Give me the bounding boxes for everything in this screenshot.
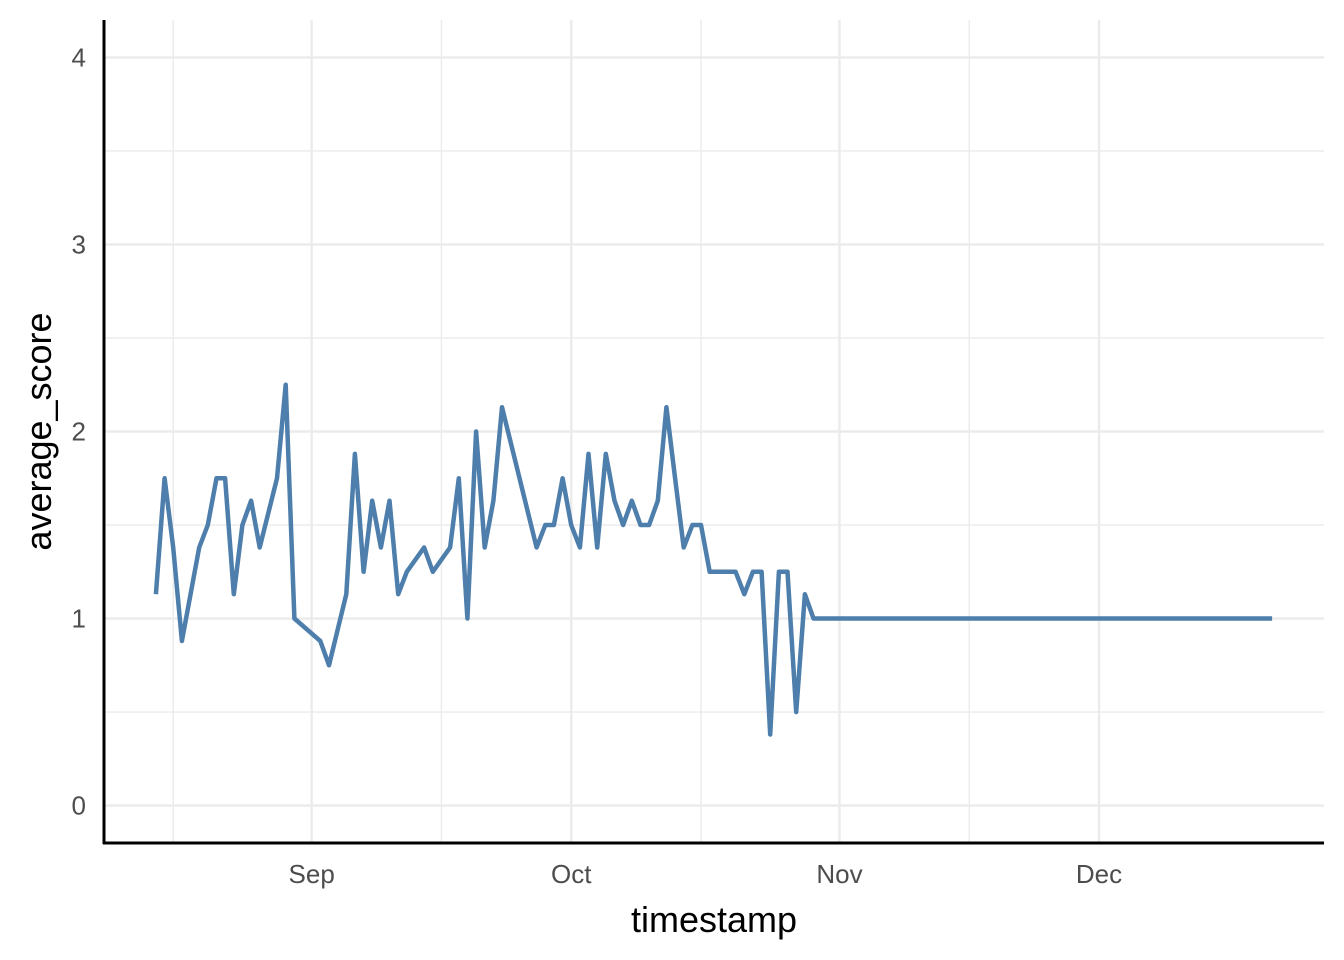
y-tick-labels: 0 1 2 3 4	[72, 42, 86, 820]
y-axis-title: average_score	[18, 312, 59, 550]
y-tick-label: 4	[72, 42, 86, 72]
gridlines	[104, 20, 1324, 843]
y-tick-label: 1	[72, 604, 86, 634]
y-tick-label: 3	[72, 229, 86, 259]
y-tick-label: 2	[72, 417, 86, 447]
x-tick-label: Nov	[816, 859, 862, 889]
data-series	[153, 382, 1273, 737]
x-tick-label: Sep	[289, 859, 335, 889]
x-axis-title: timestamp	[631, 899, 797, 940]
y-tick-label: 0	[72, 791, 86, 821]
series-line	[153, 382, 1273, 737]
x-tick-label: Oct	[551, 859, 592, 889]
axes	[102, 20, 1324, 845]
x-tick-label: Dec	[1076, 859, 1122, 889]
x-tick-labels: Sep Oct Nov Dec	[289, 859, 1123, 889]
